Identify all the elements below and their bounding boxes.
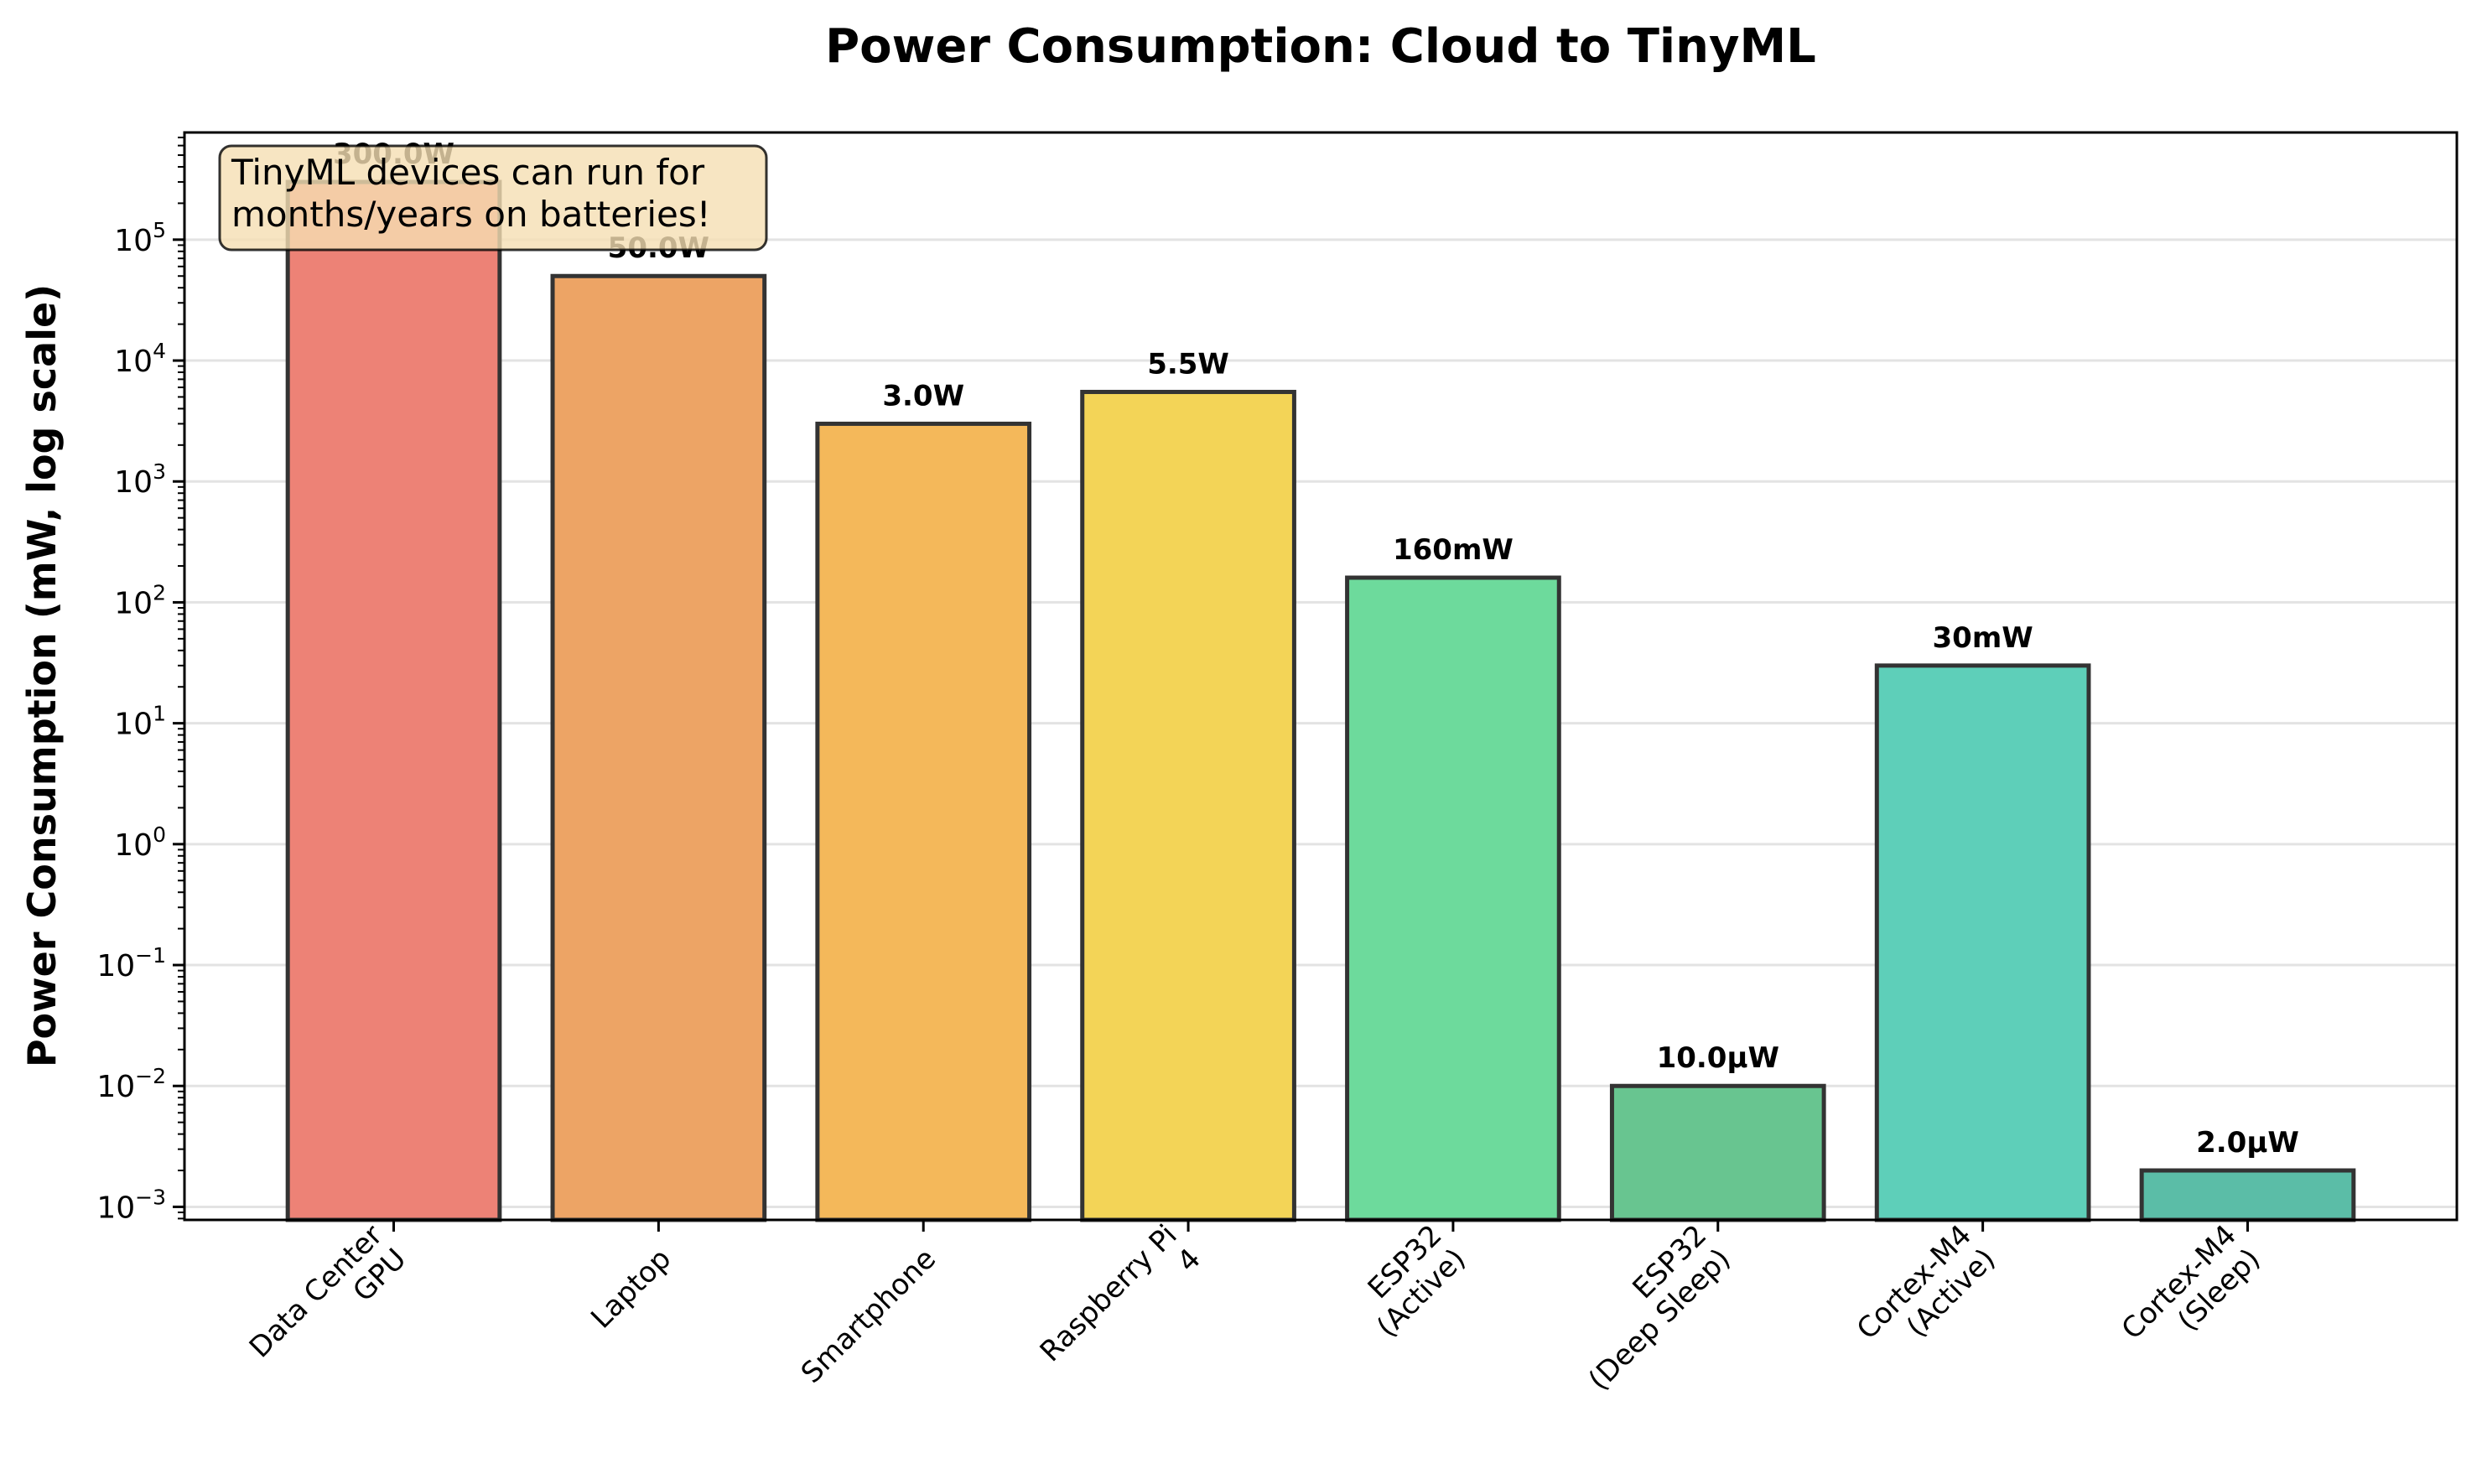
bar-value-label: 10.0µW xyxy=(1657,1041,1779,1075)
bar-value-label: 2.0µW xyxy=(2196,1126,2299,1160)
plot-frame xyxy=(183,131,2459,1222)
bar xyxy=(815,421,1032,1222)
y-tick-label: 100 xyxy=(114,822,166,863)
bar xyxy=(1345,575,1561,1222)
annotation-background xyxy=(218,144,768,252)
y-tick-label: 103 xyxy=(114,459,166,500)
bar xyxy=(1609,1083,1826,1222)
y-tick-label: 10−3 xyxy=(96,1185,166,1225)
bars xyxy=(285,179,2356,1222)
bar-value-label: 5.5W xyxy=(1147,347,1229,381)
y-axis-ticks: 10−3 10−2 10−1 100 101 102 103 104 105 xyxy=(96,136,184,1225)
y-tick-label: 105 xyxy=(114,218,166,258)
bar xyxy=(1080,389,1296,1222)
y-tick-label: 10−1 xyxy=(96,943,166,983)
y-tick-label: 10−2 xyxy=(96,1064,166,1104)
chart-title: Power Consumption: Cloud to TinyML xyxy=(825,19,1816,74)
y-tick-label: 102 xyxy=(114,580,166,620)
annotation-box: TinyML devices can run for months/years … xyxy=(218,144,768,252)
y-axis-label: Power Consumption (mW, log scale) xyxy=(19,284,65,1067)
bar xyxy=(550,273,767,1222)
y-tick-label: 101 xyxy=(114,702,166,742)
y-tick-label: 104 xyxy=(114,339,166,379)
bar-value-label: 3.0W xyxy=(882,379,964,413)
annotation-line-1: TinyML devices can run for xyxy=(231,152,705,193)
bar xyxy=(1874,663,2091,1222)
bar-value-label: 160mW xyxy=(1393,533,1514,567)
annotation-line-2: months/years on batteries! xyxy=(231,194,711,235)
bar-value-label: 30mW xyxy=(1933,621,2033,655)
bar xyxy=(2139,1168,2356,1222)
bar xyxy=(285,179,502,1222)
